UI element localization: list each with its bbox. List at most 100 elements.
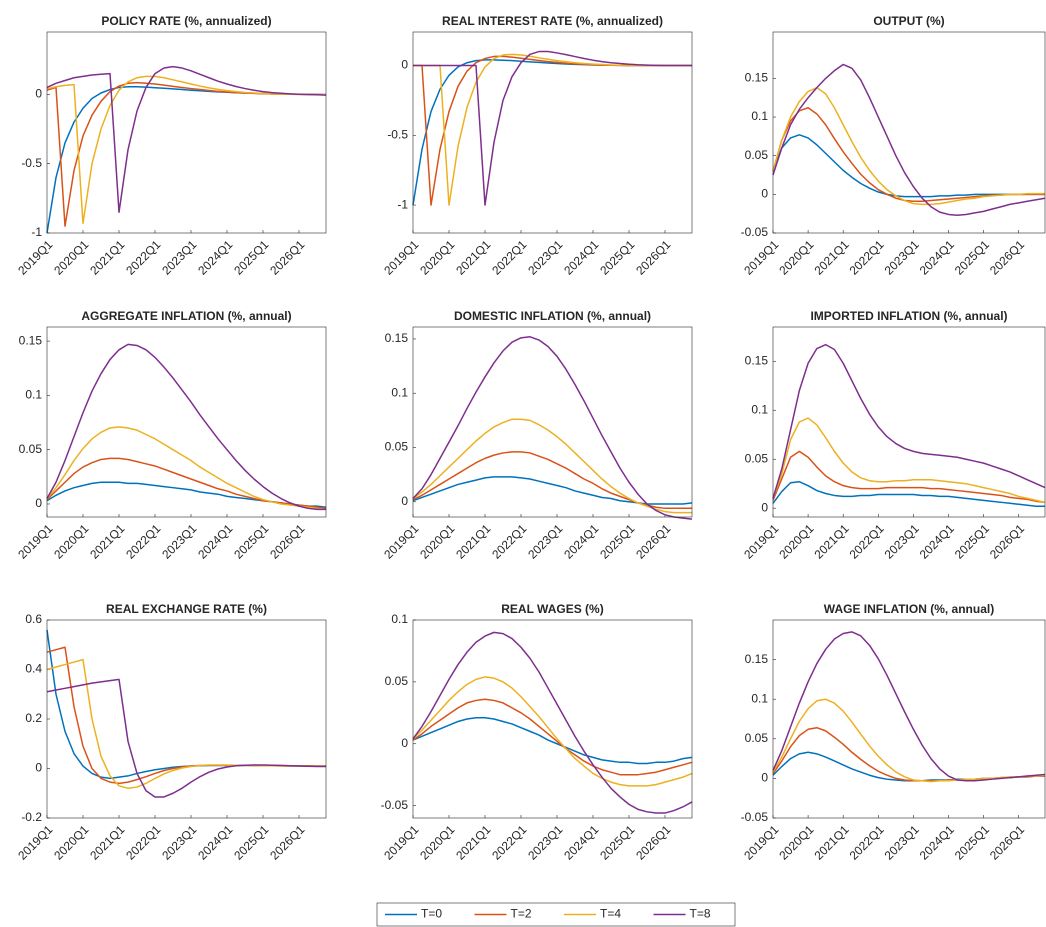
x-tick-label: 2024Q1: [561, 237, 601, 277]
x-tick-label: 2022Q1: [847, 237, 887, 277]
series-line: [412, 676, 693, 787]
x-tick-label: 2021Q1: [811, 237, 851, 277]
x-tick-label: 2022Q1: [847, 521, 887, 561]
x-tick-label: 2019Q1: [381, 237, 421, 277]
panel-title: AGGREGATE INFLATION (%, annual): [81, 309, 291, 323]
y-tick-label: 0.1: [391, 385, 408, 399]
y-tick-label: 0.15: [385, 331, 409, 345]
series-line: [772, 63, 1046, 216]
x-tick-label: 2023Q1: [882, 237, 922, 277]
x-tick-label: 2022Q1: [123, 521, 163, 561]
plot-area: [773, 327, 1045, 517]
panel: REAL WAGES (%)-0.0500.050.12019Q12020Q12…: [381, 602, 693, 863]
y-tick-label: 0.15: [745, 71, 769, 85]
panel-title: REAL WAGES (%): [501, 602, 603, 616]
y-tick-label: 0: [401, 736, 408, 750]
x-tick-label: 2026Q1: [633, 237, 673, 277]
x-tick-label: 2025Q1: [952, 237, 992, 277]
x-tick-label: 2025Q1: [231, 822, 271, 862]
y-tick-label: 0.15: [745, 652, 769, 666]
x-tick-label: 2022Q1: [489, 521, 529, 561]
panel: REAL EXCHANGE RATE (%) -0.2 0 0.2 0.4 0.6 2019…: [15, 602, 327, 863]
series-line: [772, 134, 1045, 198]
x-tick-label: 2025Q1: [597, 822, 637, 862]
x-tick-label: 2020Q1: [51, 237, 91, 277]
series-line: [46, 457, 327, 510]
y-tick-label: 0.05: [745, 731, 769, 745]
x-tick-label: 2023Q1: [159, 822, 199, 862]
x-tick-label: 2022Q1: [489, 237, 529, 277]
x-tick-label: 2019Q1: [15, 521, 55, 561]
axes-box: [46, 326, 327, 518]
x-tick-label: 2023Q1: [159, 237, 199, 277]
y-tick-label: 0.6: [25, 612, 42, 626]
y-tick-label: -1: [31, 225, 42, 239]
series-line: [46, 75, 327, 225]
y-tick-label: 0: [761, 500, 768, 514]
x-tick-label: 2020Q1: [417, 237, 457, 277]
x-tick-label: 2021Q1: [453, 822, 493, 862]
x-tick-label: 2025Q1: [952, 521, 992, 561]
x-tick-label: 2020Q1: [51, 521, 91, 561]
panel: REAL INTEREST RATE (%, annualized) -1 -0.5…: [381, 14, 693, 278]
series-line: [413, 50, 692, 206]
x-tick-label: 2022Q1: [123, 237, 163, 277]
x-tick-label: 2024Q1: [917, 237, 957, 277]
x-tick-label: 2023Q1: [525, 521, 565, 561]
panel-title: OUTPUT (%): [873, 14, 944, 28]
series-line: [772, 698, 1046, 783]
x-tick-label: 2024Q1: [561, 521, 601, 561]
panel: OUTPUT (%)-0.0500.050.10.152019Q12020Q12…: [741, 14, 1046, 278]
panel-title: DOMESTIC INFLATION (%, annual): [454, 309, 651, 323]
y-tick-label: 0.05: [745, 451, 769, 465]
panel: POLICY RATE (%, annualized) -1 -0.5 0 2019Q1…: [15, 14, 327, 278]
y-tick-label: 0.4: [25, 662, 42, 676]
x-tick-label: 2026Q1: [987, 822, 1027, 862]
plot-area: [773, 32, 1045, 233]
panel-title: IMPORTED INFLATION (%, annual): [810, 309, 1007, 323]
series-line: [46, 678, 326, 798]
panel: AGGREGATE INFLATION (%, annual) 0 0.05 0.1 0…: [15, 309, 327, 562]
x-tick-label: 2026Q1: [267, 521, 307, 561]
series-line: [412, 631, 693, 814]
x-tick-label: 2020Q1: [776, 521, 816, 561]
x-tick-label: 2019Q1: [741, 237, 781, 277]
x-tick-label: 2020Q1: [417, 521, 457, 561]
x-tick-label: 2021Q1: [453, 237, 493, 277]
axes-box: [772, 326, 1046, 518]
x-tick-label: 2026Q1: [267, 822, 307, 862]
y-tick-label: 0: [35, 761, 42, 775]
legend-label: T=8: [690, 907, 711, 921]
plot-area: [413, 327, 692, 517]
y-tick-label: 0.05: [19, 442, 43, 456]
plot-area: [47, 327, 326, 517]
axes-box: [412, 619, 693, 819]
y-tick-label: 0.15: [745, 353, 769, 367]
panel: WAGE INFLATION (%, annual) -0.05 0 0.05 0.1 0…: [741, 602, 1046, 863]
x-tick-label: 2024Q1: [195, 237, 235, 277]
plot-area: [413, 620, 692, 818]
series-line: [412, 451, 692, 510]
y-tick-label: 0.1: [25, 388, 42, 402]
series-line: [412, 717, 693, 765]
legend-label: T=4: [600, 907, 621, 921]
y-tick-label: 0: [35, 496, 42, 510]
y-tick-label: 0.1: [751, 402, 768, 416]
y-tick-label: 0.05: [385, 674, 409, 688]
x-tick-label: 2026Q1: [987, 237, 1027, 277]
series-line: [412, 336, 693, 520]
series-line: [412, 476, 693, 505]
legend-box: [376, 902, 736, 927]
x-tick-label: 2025Q1: [952, 822, 992, 862]
plot-area: [47, 620, 326, 818]
plot-area: [47, 32, 326, 233]
x-tick-label: 2020Q1: [776, 822, 816, 862]
x-tick-label: 2022Q1: [123, 822, 163, 862]
axes-box: [772, 31, 1046, 234]
x-tick-label: 2019Q1: [381, 822, 421, 862]
y-tick-label: -0.05: [741, 225, 769, 239]
x-tick-label: 2021Q1: [453, 521, 493, 561]
x-tick-label: 2022Q1: [847, 822, 887, 862]
x-tick-label: 2024Q1: [917, 822, 957, 862]
